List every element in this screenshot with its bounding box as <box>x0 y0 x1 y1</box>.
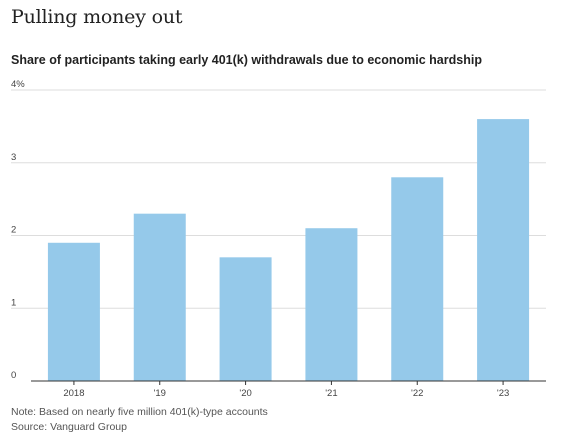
y-tick-label: 4% <box>11 79 25 90</box>
bar <box>133 213 186 381</box>
bar <box>305 228 358 381</box>
bar <box>219 257 272 381</box>
y-tick-label: 3 <box>11 152 16 163</box>
bar <box>477 119 530 381</box>
chart-title: Pulling money out <box>11 6 183 28</box>
chart-note: Note: Based on nearly five million 401(k… <box>11 406 268 418</box>
bar <box>47 242 100 381</box>
x-tick-label: '20 <box>239 388 251 399</box>
x-tick-label: '22 <box>411 388 423 399</box>
y-tick-label: 1 <box>11 297 16 308</box>
x-tick-label: '19 <box>154 388 166 399</box>
x-tick-label: 2018 <box>63 388 84 399</box>
x-tick-label: '21 <box>325 388 337 399</box>
chart-source: Source: Vanguard Group <box>11 421 127 433</box>
x-tick-label: '23 <box>497 388 509 399</box>
chart-subtitle: Share of participants taking early 401(k… <box>11 53 482 67</box>
y-tick-label: 2 <box>11 225 16 236</box>
bar <box>391 177 444 381</box>
y-tick-label: 0 <box>11 370 16 381</box>
